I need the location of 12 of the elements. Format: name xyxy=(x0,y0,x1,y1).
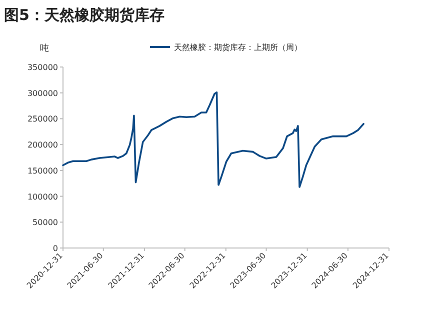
y-tick-label: 50000 xyxy=(32,218,58,228)
y-tick-label: 100000 xyxy=(27,192,58,202)
y-tick-label: 0 xyxy=(52,244,58,253)
y-tick-label: 150000 xyxy=(27,166,58,176)
y-tick-label: 300000 xyxy=(27,88,58,98)
legend-label: 天然橡胶：期货库存：上期所（周） xyxy=(174,43,302,52)
y-tick-label: 250000 xyxy=(27,114,58,124)
y-tick-label: 200000 xyxy=(27,140,58,150)
chart-title: 图5：天然橡胶期货库存 xyxy=(4,6,164,24)
y-axis-title: 吨 xyxy=(40,43,49,54)
line-series xyxy=(62,91,364,188)
y-tick-label: 350000 xyxy=(27,63,58,72)
